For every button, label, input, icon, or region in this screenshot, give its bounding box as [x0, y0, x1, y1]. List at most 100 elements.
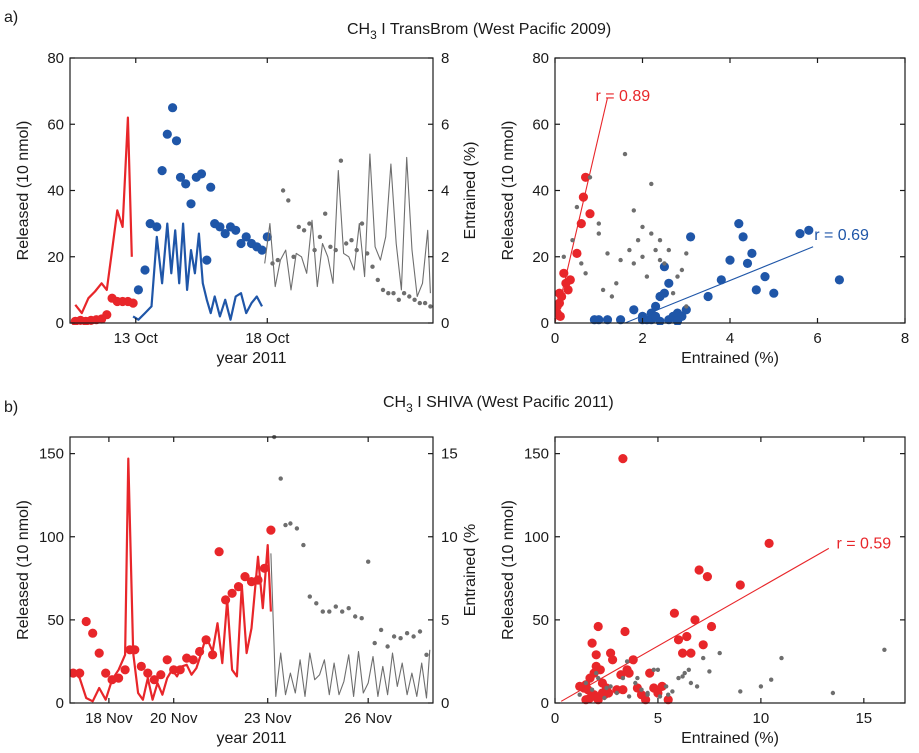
- grey-data-point: [344, 241, 349, 246]
- grey-data-point: [579, 261, 584, 266]
- grey-data-point: [651, 667, 656, 672]
- grey-series-line: [270, 553, 431, 699]
- red-data-point: [587, 638, 597, 648]
- grey-data-point: [664, 684, 669, 689]
- grey-data-point: [574, 204, 580, 210]
- grey-data-point: [294, 526, 300, 531]
- grey-data-point: [385, 644, 390, 649]
- red-data-point: [175, 665, 185, 675]
- x-tick-label: 26 Nov: [344, 710, 392, 727]
- red-data-point: [227, 588, 237, 598]
- grey-data-point: [707, 669, 712, 674]
- y-right-tick-label: 0: [441, 695, 449, 712]
- red-data-point: [162, 655, 172, 665]
- grey-data-point: [653, 247, 658, 253]
- blue-data-point: [220, 229, 230, 239]
- blue-data-point: [241, 232, 251, 242]
- grey-data-point: [328, 244, 333, 249]
- grey-data-point: [391, 634, 397, 639]
- blue-data-point: [152, 222, 162, 232]
- grey-data-point: [635, 238, 641, 243]
- red-data-point: [81, 616, 91, 627]
- y-right-axis-title: Entrained (%: [462, 524, 479, 617]
- red-data-point: [686, 648, 696, 658]
- blue-data-point: [795, 229, 805, 239]
- grey-data-point: [614, 690, 619, 696]
- grey-data-point: [596, 675, 601, 681]
- grey-data-point: [317, 234, 323, 240]
- x-tick-label: 23 Nov: [244, 710, 292, 727]
- blue-data-point: [202, 255, 212, 265]
- red-data-point: [555, 301, 562, 311]
- blue-data-point: [769, 288, 779, 298]
- y-axis-title: Released (10 nmol): [15, 121, 32, 261]
- grey-data-point: [609, 294, 615, 299]
- grey-data-point: [587, 175, 593, 180]
- correlation-label: r = 0.69: [814, 227, 869, 244]
- blue-data-point: [162, 129, 172, 139]
- grey-data-point: [701, 655, 706, 661]
- grey-data-point: [596, 221, 601, 226]
- red-data-point: [75, 668, 85, 678]
- y-right-tick-label: 2: [441, 249, 449, 266]
- plot-data-area: [555, 97, 845, 325]
- blue-data-point: [651, 311, 661, 321]
- red-series-line: [72, 457, 272, 703]
- blue-data-point: [175, 172, 186, 182]
- grey-data-point: [640, 254, 645, 259]
- x-tick-label: 5: [654, 710, 662, 727]
- grey-data-point: [417, 629, 423, 634]
- grey-data-point: [622, 151, 628, 157]
- chart-a-timeseries: 13 Oct 18 Oct 0 20 40 60 80 0 2 4 6 8 year 2011 Relea…: [15, 50, 479, 367]
- blue-data-point: [751, 285, 761, 295]
- grey-data-point: [633, 680, 638, 686]
- y-tick-label: 0: [56, 695, 64, 712]
- x-tick-label: 20 Nov: [150, 710, 198, 727]
- plot-frame: [69, 436, 434, 704]
- x-axis-title: Entrained (%): [681, 730, 779, 747]
- blue-data-point: [725, 255, 735, 265]
- y-right-tick-label: 0: [441, 315, 449, 332]
- blue-data-point: [629, 305, 639, 315]
- grey-data-point: [378, 627, 384, 633]
- red-data-point: [563, 285, 573, 295]
- blue-data-point: [651, 301, 661, 311]
- blue-data-point: [747, 248, 757, 258]
- red-data-point: [128, 298, 138, 308]
- plot-frame: [554, 436, 906, 704]
- blue-data-point: [231, 225, 241, 235]
- grey-data-point: [333, 604, 338, 609]
- blue-data-point: [196, 169, 207, 179]
- grey-data-point: [666, 692, 671, 697]
- grey-data-point: [608, 684, 613, 689]
- y-right-tick-label: 10: [441, 529, 458, 546]
- grey-data-point: [312, 247, 317, 253]
- panel-a-title: CH3 I TransBrom (West Pacific 2009): [347, 21, 611, 42]
- red-data-point: [764, 538, 774, 549]
- red-data-point: [678, 648, 688, 658]
- red-data-point: [578, 192, 589, 202]
- red-data-point: [102, 310, 112, 320]
- grey-data-point: [412, 297, 417, 302]
- y-axis-title: Released (10 nmol): [500, 500, 517, 640]
- grey-data-point: [882, 647, 887, 652]
- red-data-point: [259, 563, 270, 573]
- grey-data-point: [372, 640, 377, 646]
- red-data-point: [120, 665, 130, 675]
- grey-data-point: [422, 300, 428, 306]
- grey-data-point: [614, 281, 619, 286]
- panel-b-label: b): [4, 399, 18, 416]
- grey-data-point: [386, 291, 391, 296]
- grey-data-point: [417, 300, 422, 306]
- y-tick-label: 20: [47, 249, 64, 266]
- grey-data-point: [635, 675, 640, 681]
- grey-data-point: [626, 694, 632, 699]
- blue-series-line: [132, 222, 263, 321]
- y-tick-label: 80: [47, 50, 64, 67]
- red-data-point: [690, 615, 700, 625]
- grey-data-point: [370, 264, 375, 269]
- red-data-point: [698, 640, 708, 650]
- blue-data-point: [738, 232, 748, 242]
- blue-data-point: [594, 315, 604, 325]
